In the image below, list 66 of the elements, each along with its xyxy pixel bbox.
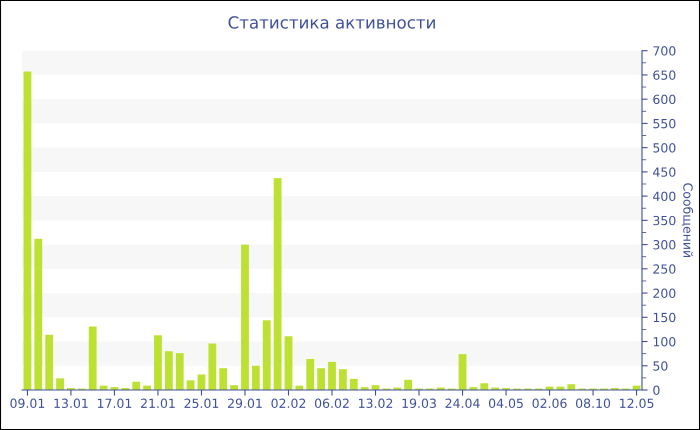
y-tick-label: 250: [653, 264, 676, 274]
bar: [295, 386, 304, 390]
y-tick-label: 50: [653, 361, 668, 371]
y-tick-label: 350: [653, 216, 676, 226]
x-tick-label: 02.06: [532, 398, 567, 408]
bar: [338, 369, 347, 390]
bar: [88, 326, 97, 390]
y-tick-label: 700: [653, 46, 676, 56]
bar: [143, 386, 152, 390]
bar: [241, 244, 249, 390]
bar: [306, 358, 314, 390]
bar: [350, 378, 358, 390]
x-tick-label: 21.01: [140, 398, 175, 408]
y-tick-label: 0: [653, 385, 660, 395]
y-tick-label: 200: [653, 288, 676, 298]
bar: [556, 386, 564, 390]
x-tick-label: 12.05: [620, 398, 654, 408]
y-tick-label: 600: [653, 94, 676, 104]
x-tick-label: 24.04: [446, 398, 480, 408]
x-tick-label: 25.01: [184, 398, 218, 408]
bar: [198, 374, 206, 390]
chart-title: Статистика активности: [228, 16, 435, 29]
x-tick-label: 08.10: [576, 398, 610, 408]
bar: [186, 380, 195, 390]
bar: [154, 335, 162, 390]
y-tick-label: 400: [653, 192, 676, 202]
bar: [328, 362, 336, 390]
y-tick-label: 150: [654, 312, 676, 322]
bar: [567, 384, 576, 390]
x-tick-label: 29.01: [228, 398, 262, 408]
bar: [164, 351, 173, 390]
bar: [176, 353, 184, 390]
bar: [284, 336, 292, 390]
bar: [404, 380, 412, 390]
bar: [372, 385, 380, 390]
x-tick-label: 04.05: [488, 398, 523, 408]
bar: [230, 385, 238, 390]
y-tick-label: 450: [653, 167, 676, 177]
x-tick-label: 13.02: [358, 398, 392, 408]
y-tick-label: 650: [653, 70, 676, 80]
bar: [546, 386, 554, 390]
y-tick-label: 550: [653, 118, 676, 128]
bar: [458, 354, 466, 390]
x-tick-label: 02.02: [271, 398, 306, 408]
bar: [219, 368, 228, 390]
bar: [252, 366, 260, 390]
y-tick-label: 300: [653, 240, 676, 250]
bar: [100, 386, 108, 390]
x-tick-label: 09.01: [10, 398, 44, 408]
bar: [262, 320, 271, 390]
bar: [56, 378, 64, 390]
bar: [480, 383, 488, 390]
y-tick-label: 500: [653, 143, 676, 153]
bar: [45, 334, 54, 390]
y-axis-title: Сообщений: [682, 183, 694, 258]
bar: [632, 386, 640, 390]
x-tick-label: 19.03: [402, 398, 436, 408]
bar: [274, 178, 282, 390]
bar: [208, 343, 216, 390]
bar: [24, 72, 32, 390]
bar: [317, 368, 326, 390]
x-tick-label: 13.01: [54, 398, 88, 408]
x-tick-label: 06.02: [314, 398, 349, 408]
x-tick-label: 17.01: [98, 398, 132, 408]
bar: [34, 238, 42, 390]
y-tick-label: 100: [654, 337, 676, 346]
